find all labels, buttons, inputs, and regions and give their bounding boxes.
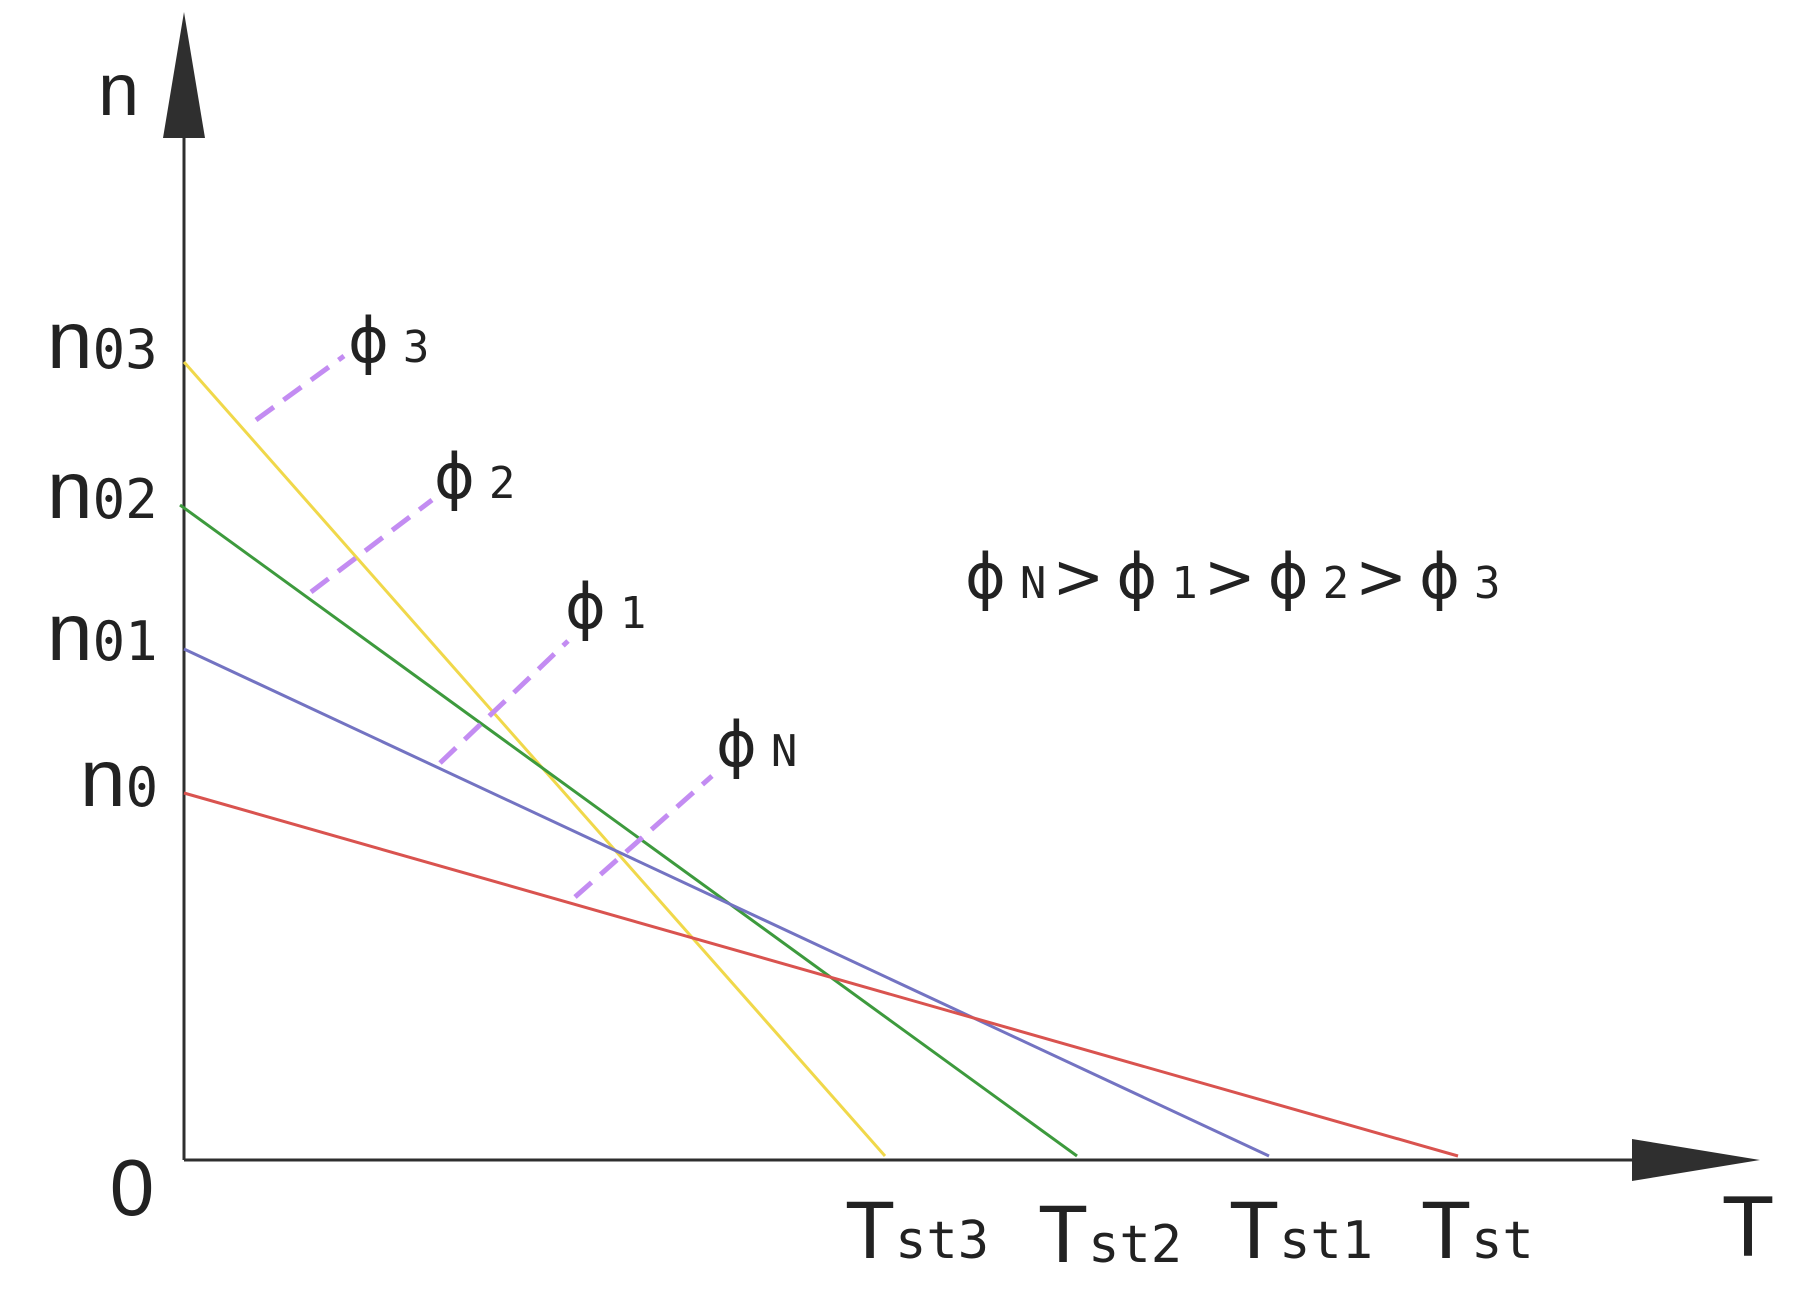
- y-axis-arrowhead: [163, 12, 205, 138]
- leader-phiN: [573, 774, 714, 899]
- line-phi3: [182, 361, 887, 1157]
- x-tick-tst1: Tst1: [1229, 1185, 1373, 1276]
- leader-phi3: [254, 353, 346, 423]
- x-tick-tst: Tst: [1421, 1185, 1534, 1276]
- characteristic-lines: [179, 361, 1459, 1158]
- leader-phi1: [438, 639, 570, 765]
- x-axis-label: T: [1722, 1179, 1775, 1275]
- y-axis-label: n: [98, 48, 139, 131]
- line-phi1: [183, 647, 1270, 1158]
- leader-lines: [254, 353, 714, 899]
- y-tick-labels: n03 n02 n01 n0: [47, 295, 158, 824]
- leader-phi2: [309, 498, 434, 594]
- y-tick-n01: n01: [47, 587, 158, 678]
- x-tick-tst3: Tst3: [845, 1185, 989, 1276]
- origin-label: 0: [110, 1143, 155, 1232]
- axes: [163, 12, 1760, 1181]
- x-tick-tst2: Tst2: [1038, 1189, 1182, 1280]
- line-phi2: [179, 503, 1078, 1158]
- y-tick-n02: n02: [47, 445, 158, 536]
- flux-relation: ϕ N> ϕ 1> ϕ 2> ϕ 3: [965, 540, 1500, 613]
- line-phiN: [183, 791, 1459, 1158]
- y-tick-n03: n03: [47, 295, 158, 386]
- y-tick-n0: n0: [80, 733, 158, 824]
- x-tick-labels: Tst3 Tst2 Tst1 Tst: [845, 1185, 1534, 1280]
- x-axis-arrowhead: [1632, 1139, 1760, 1181]
